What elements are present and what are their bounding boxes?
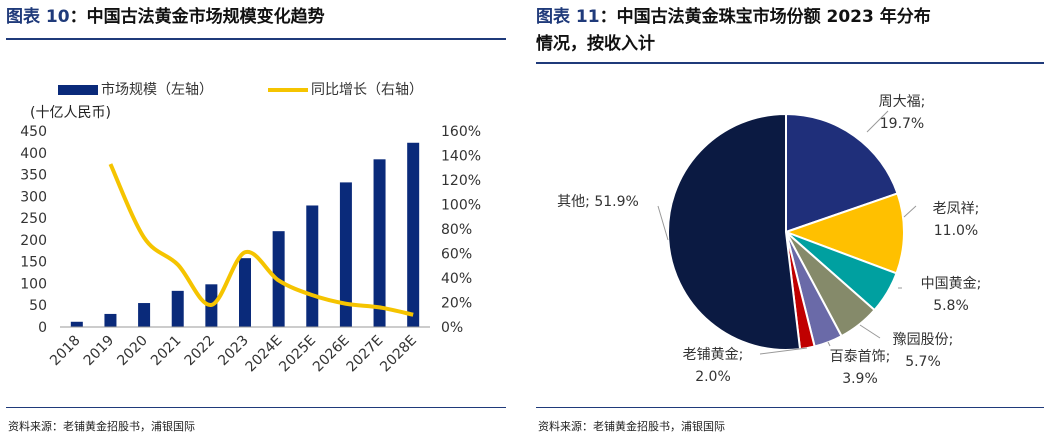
y2-tick-label: 80%	[441, 222, 472, 238]
y-tick-label: 0	[38, 320, 47, 336]
y-tick-label: 300	[20, 189, 47, 205]
x-tick-label: 2027E	[344, 333, 387, 376]
bar	[407, 142, 420, 327]
bar	[171, 290, 184, 327]
pie-leader-line	[759, 347, 808, 355]
x-tick-label: 2022	[182, 333, 219, 370]
y2-tick-label: 120%	[441, 173, 481, 189]
x-tick-label: 2028E	[377, 333, 420, 376]
growth-line	[108, 163, 414, 317]
y2-tick-label: 100%	[441, 198, 481, 214]
right-source-note: 资料来源：老铺黄金招股书，浦银国际	[538, 420, 725, 433]
pie-slice-name: 百泰首饰;	[830, 349, 891, 365]
left-source-note: 资料来源：老铺黄金招股书，浦银国际	[8, 420, 195, 433]
y-axis-title: (十亿人民币)	[30, 105, 111, 121]
left-figure-title-text: 中国古法黄金市场规模变化趋势	[86, 7, 325, 27]
pie-chart: 周大福; 19.7% 老凤祥; 11.0% 中国黄金; 5.8% 豫园股份; 5.7% 百泰首饰…	[557, 94, 982, 387]
pie-slice	[783, 192, 905, 275]
x-tick-label: 2021	[148, 333, 185, 370]
y-tick-label: 100	[20, 276, 47, 292]
y-tick-label: 150	[20, 255, 47, 271]
bar	[306, 205, 319, 327]
pie-slice-value: 11.0%	[934, 223, 978, 239]
x-tick-label: 2018	[47, 333, 84, 370]
x-tick-label: 2026E	[310, 333, 353, 376]
left-title-rule	[6, 38, 506, 40]
y2-tick-label: 160%	[441, 124, 481, 140]
bar	[339, 182, 352, 327]
left-source-rule	[6, 407, 506, 408]
bar	[104, 313, 117, 327]
right-figure-title: 图表 11：中国古法黄金珠宝市场份额 2023 年分布 情况，按收入计	[536, 7, 931, 54]
x-tick-label: 2020	[114, 333, 151, 370]
legend-line-label: 同比增长（右轴）	[311, 82, 423, 98]
pie-slice-value: 5.8%	[933, 298, 969, 314]
pie-leader-line	[859, 324, 881, 339]
right-figure-label: 图表 11	[536, 7, 600, 27]
y-tick-label: 250	[20, 211, 47, 227]
y-tick-label: 50	[29, 298, 47, 314]
right-title-rule	[536, 62, 1044, 64]
right-figure-title-line1: 中国古法黄金珠宝市场份额 2023 年分布	[616, 7, 931, 27]
bar	[239, 258, 251, 327]
y2-tick-label: 140%	[441, 149, 481, 165]
left-figure-label: 图表 10	[6, 7, 70, 27]
y2-tick-label: 40%	[441, 271, 472, 287]
pie-leader-line	[866, 110, 889, 133]
y2-tick-label: 20%	[441, 296, 472, 312]
bar	[138, 303, 151, 327]
pie-slice-label: 其他; 51.9%	[557, 194, 639, 210]
pie-slice-value: 5.7%	[905, 354, 941, 370]
legend-bar-label: 市场规模（左轴）	[101, 81, 213, 98]
pie-slice	[667, 112, 802, 351]
pie-leader-line	[657, 205, 669, 241]
legend-bar-swatch	[58, 85, 98, 95]
pie-slice-name: 中国黄金;	[921, 275, 982, 292]
x-tick-label: 2024E	[243, 333, 286, 376]
pie-leader-line	[903, 205, 917, 218]
pie-slice-name: 老铺黄金;	[683, 346, 744, 363]
pie-slice-value: 2.0%	[695, 369, 731, 385]
bar	[373, 159, 386, 327]
y2-tick-label: 60%	[441, 247, 472, 263]
right-figure-panel: 图表 11：中国古法黄金珠宝市场份额 2023 年分布 情况，按收入计 周大福;…	[530, 0, 1047, 438]
bar	[70, 321, 83, 327]
x-tick-label: 2025E	[276, 333, 319, 376]
left-figure-panel: 图表 10：中国古法黄金市场规模变化趋势 市场规模（左轴） 同比增长（右轴） (十亿…	[0, 0, 512, 438]
pie-slice-name: 周大福;	[879, 94, 926, 110]
left-figure-title: 图表 10：中国古法黄金市场规模变化趋势	[6, 7, 325, 27]
y-tick-label: 400	[20, 146, 47, 162]
y-tick-label: 350	[20, 168, 47, 184]
right-source-rule	[536, 407, 1044, 408]
pie-slice-value: 3.9%	[842, 371, 878, 387]
pie-slice-name: 豫园股份;	[893, 332, 954, 348]
pie-slice-name: 老凤祥;	[933, 201, 980, 217]
x-tick-label: 2019	[81, 333, 118, 370]
pie-leader-line	[827, 341, 831, 347]
y-tick-label: 200	[20, 233, 47, 249]
pie-slice-value: 19.7%	[880, 116, 924, 132]
bar-line-chart: 市场规模（左轴） 同比增长（右轴） (十亿人民币) 0 50 100 150 200 250 30…	[20, 81, 481, 376]
right-figure-title-line2: 情况，按收入计	[536, 34, 655, 54]
y2-tick-label: 0%	[441, 320, 463, 336]
y-tick-label: 450	[20, 124, 47, 140]
